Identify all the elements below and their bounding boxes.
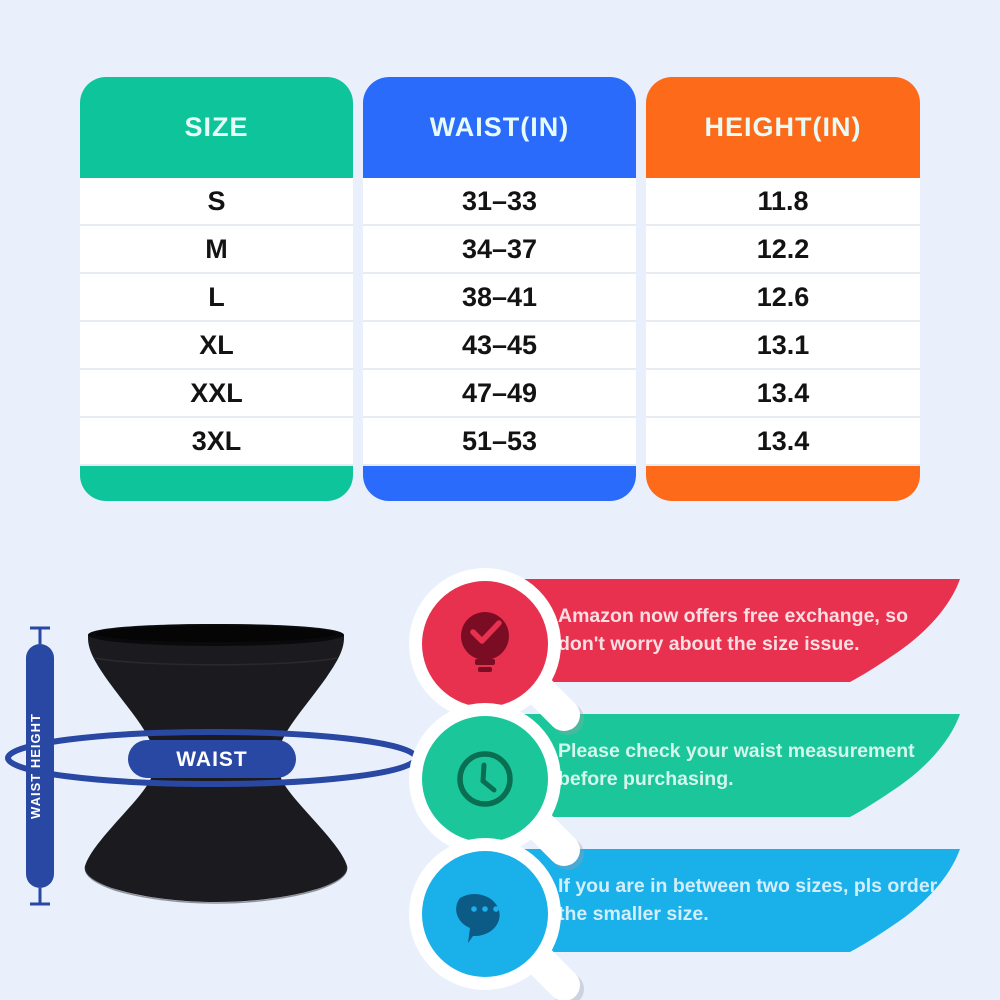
svg-text:WAIST: WAIST [176, 748, 248, 771]
svg-text:WAIST HEIGHT: WAIST HEIGHT [28, 713, 43, 819]
